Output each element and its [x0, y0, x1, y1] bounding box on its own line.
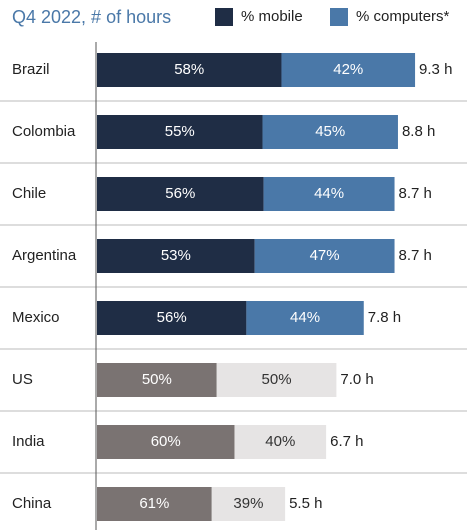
- total-label: 9.3 h: [419, 61, 452, 78]
- total-label: 8.7 h: [399, 185, 432, 202]
- category-label: Chile: [12, 185, 46, 202]
- legend-label: % mobile: [241, 8, 303, 25]
- value-label: 45%: [315, 123, 345, 140]
- bar-segment: [216, 363, 337, 397]
- value-label: 50%: [262, 371, 292, 388]
- value-label: 47%: [310, 247, 340, 264]
- value-label: 56%: [165, 185, 195, 202]
- bar-segment: [97, 487, 212, 521]
- bar-segment: [246, 301, 364, 335]
- value-label: 61%: [139, 495, 169, 512]
- total-label: 7.8 h: [368, 309, 401, 326]
- value-label: 50%: [142, 371, 172, 388]
- chart-title: Q4 2022, # of hours: [12, 7, 171, 27]
- value-label: 58%: [174, 61, 204, 78]
- total-label: 8.7 h: [399, 247, 432, 264]
- value-label: 56%: [157, 309, 187, 326]
- total-label: 7.0 h: [340, 371, 373, 388]
- value-label: 42%: [333, 61, 363, 78]
- bar-segment: [254, 239, 395, 273]
- category-label: Mexico: [12, 309, 60, 326]
- legend-swatch: [330, 8, 348, 26]
- bar-segment: [234, 425, 327, 459]
- category-label: India: [12, 433, 45, 450]
- value-label: 39%: [233, 495, 263, 512]
- total-label: 8.8 h: [402, 123, 435, 140]
- bar-segment: [97, 177, 264, 211]
- legend-label: % computers*: [356, 8, 450, 25]
- category-label: Brazil: [12, 61, 50, 78]
- bar-segment: [281, 53, 416, 87]
- category-label: Colombia: [12, 123, 76, 140]
- bar-segment: [262, 115, 398, 149]
- total-label: 6.7 h: [330, 433, 363, 450]
- bar-segment: [263, 177, 395, 211]
- total-label: 5.5 h: [289, 495, 322, 512]
- value-label: 44%: [290, 309, 320, 326]
- bar-segment: [97, 301, 247, 335]
- value-label: 53%: [161, 247, 191, 264]
- value-label: 44%: [314, 185, 344, 202]
- value-label: 55%: [165, 123, 195, 140]
- value-label: 40%: [265, 433, 295, 450]
- bar-segment: [97, 115, 263, 149]
- category-label: US: [12, 371, 33, 388]
- legend-swatch: [215, 8, 233, 26]
- category-label: Argentina: [12, 247, 77, 264]
- bar-segment: [97, 363, 217, 397]
- category-label: China: [12, 495, 52, 512]
- value-label: 60%: [151, 433, 181, 450]
- bar-segment: [97, 53, 282, 87]
- bar-segment: [97, 239, 255, 273]
- bar-segment: [211, 487, 286, 521]
- bar-segment: [97, 425, 235, 459]
